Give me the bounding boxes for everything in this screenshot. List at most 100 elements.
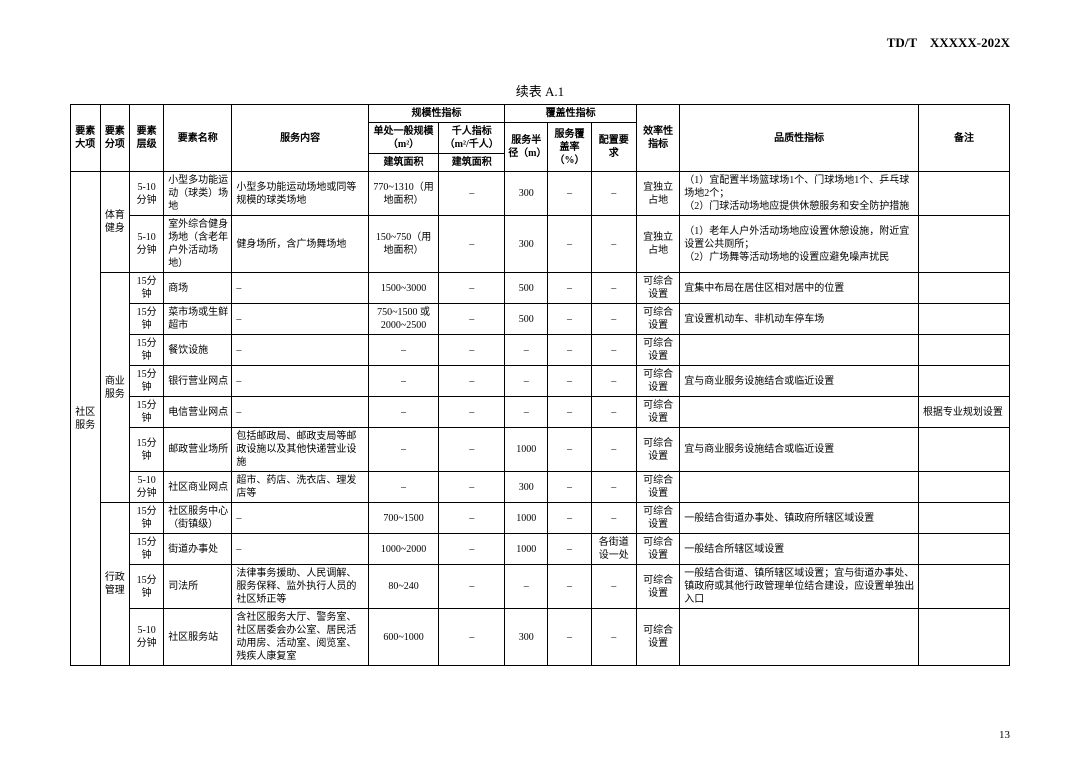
- note-cell: 根据专业规划设置: [918, 397, 1009, 428]
- table-row: 15分钟电信营业网点––––––可综合设置根据专业规划设置: [71, 397, 1010, 428]
- scale1-cell: –: [368, 397, 438, 428]
- scale2-cell: –: [439, 397, 505, 428]
- quality-cell: 宜设置机动车、非机动车停车场: [680, 304, 919, 335]
- table-row: 社区服务体育健身5-10分钟小型多功能运动（球类）场地小型多功能运动场地或同等规…: [71, 172, 1010, 216]
- doc-id: TD/T XXXXX-202X: [70, 32, 1010, 51]
- config-cell: –: [591, 366, 636, 397]
- note-cell: [918, 609, 1009, 666]
- radius-cell: 300: [505, 472, 548, 503]
- level-cell: 15分钟: [130, 335, 164, 366]
- name-cell: 街道办事处: [164, 534, 232, 565]
- table-row: 15分钟银行营业网点––––––可综合设置宜与商业服务设施结合或临近设置: [71, 366, 1010, 397]
- th-sub: 要素分项: [100, 105, 130, 172]
- content-cell: 法律事务援助、人民调解、服务保释、监外执行人员的社区矫正等: [232, 565, 368, 609]
- rate-cell: –: [548, 366, 591, 397]
- level-cell: 15分钟: [130, 397, 164, 428]
- scale1-cell: –: [368, 335, 438, 366]
- table-row: 15分钟餐饮设施––––––可综合设置: [71, 335, 1010, 366]
- rate-cell: –: [548, 304, 591, 335]
- rate-cell: –: [548, 534, 591, 565]
- name-cell: 社区商业网点: [164, 472, 232, 503]
- level-cell: 5-10分钟: [130, 172, 164, 216]
- sub-cell: 行政管理: [100, 503, 130, 666]
- scale1-cell: –: [368, 366, 438, 397]
- level-cell: 5-10分钟: [130, 472, 164, 503]
- content-cell: 超市、药店、洗衣店、理发店等: [232, 472, 368, 503]
- eff-cell: 宜独立占地: [637, 172, 680, 216]
- radius-cell: 300: [505, 172, 548, 216]
- quality-cell: 宜与商业服务设施结合或临近设置: [680, 428, 919, 472]
- content-cell: 包括邮政局、邮政支局等邮政设施以及其他快递营业设施: [232, 428, 368, 472]
- eff-cell: 可综合设置: [637, 534, 680, 565]
- scale1-cell: 770~1310（用地面积）: [368, 172, 438, 216]
- name-cell: 社区服务中心（街镇级）: [164, 503, 232, 534]
- th-content: 服务内容: [232, 105, 368, 172]
- note-cell: [918, 534, 1009, 565]
- note-cell: [918, 503, 1009, 534]
- config-cell: –: [591, 609, 636, 666]
- eff-cell: 可综合设置: [637, 472, 680, 503]
- level-cell: 5-10分钟: [130, 609, 164, 666]
- rate-cell: –: [548, 609, 591, 666]
- name-cell: 商场: [164, 273, 232, 304]
- scale2-cell: –: [439, 503, 505, 534]
- note-cell: [918, 472, 1009, 503]
- level-cell: 15分钟: [130, 503, 164, 534]
- eff-cell: 可综合设置: [637, 428, 680, 472]
- content-cell: –: [232, 335, 368, 366]
- quality-cell: 一般结合街道、镇所辖区域设置；宜与街道办事处、镇政府或其他行政管理单位结合建设，…: [680, 565, 919, 609]
- radius-cell: 300: [505, 216, 548, 273]
- quality-cell: [680, 335, 919, 366]
- radius-cell: 500: [505, 273, 548, 304]
- name-cell: 室外综合健身场地（含老年户外活动场地）: [164, 216, 232, 273]
- scale1-cell: 80~240: [368, 565, 438, 609]
- th-area2: 建筑面积: [439, 154, 505, 172]
- name-cell: 电信营业网点: [164, 397, 232, 428]
- th-major: 要素大项: [71, 105, 101, 172]
- eff-cell: 可综合设置: [637, 503, 680, 534]
- level-cell: 5-10分钟: [130, 216, 164, 273]
- table-row: 15分钟菜市场或生鲜超市–750~1500 或 2000~2500–500––可…: [71, 304, 1010, 335]
- scale1-cell: 1000~2000: [368, 534, 438, 565]
- content-cell: –: [232, 304, 368, 335]
- level-cell: 15分钟: [130, 273, 164, 304]
- th-config: 配置要求: [591, 123, 636, 172]
- eff-cell: 宜独立占地: [637, 216, 680, 273]
- content-cell: 健身场所，含广场舞场地: [232, 216, 368, 273]
- table-row: 15分钟司法所法律事务援助、人民调解、服务保释、监外执行人员的社区矫正等80~2…: [71, 565, 1010, 609]
- scale2-cell: –: [439, 273, 505, 304]
- table-row: 5-10分钟社区服务站含社区服务大厅、警务室、社区居委会办公室、居民活动用房、活…: [71, 609, 1010, 666]
- eff-cell: 可综合设置: [637, 397, 680, 428]
- quality-cell: （1）宜配置半场篮球场1个、门球场地1个、乒乓球场地2个； （2）门球活动场地应…: [680, 172, 919, 216]
- scale1-cell: 150~750（用地面积）: [368, 216, 438, 273]
- name-cell: 菜市场或生鲜超市: [164, 304, 232, 335]
- level-cell: 15分钟: [130, 366, 164, 397]
- scale2-cell: –: [439, 335, 505, 366]
- eff-cell: 可综合设置: [637, 273, 680, 304]
- level-cell: 15分钟: [130, 428, 164, 472]
- name-cell: 餐饮设施: [164, 335, 232, 366]
- rate-cell: –: [548, 565, 591, 609]
- scale2-cell: –: [439, 534, 505, 565]
- quality-cell: 宜与商业服务设施结合或临近设置: [680, 366, 919, 397]
- config-cell: –: [591, 273, 636, 304]
- rate-cell: –: [548, 216, 591, 273]
- radius-cell: 500: [505, 304, 548, 335]
- scale2-cell: –: [439, 428, 505, 472]
- th-area1: 建筑面积: [368, 154, 438, 172]
- table-row: 商业服务15分钟商场–1500~3000–500––可综合设置宜集中布局在居住区…: [71, 273, 1010, 304]
- table-row: 15分钟街道办事处–1000~2000–1000–各街道设一处可综合设置一般结合…: [71, 534, 1010, 565]
- scale2-cell: –: [439, 609, 505, 666]
- scale2-cell: –: [439, 472, 505, 503]
- eff-cell: 可综合设置: [637, 335, 680, 366]
- name-cell: 银行营业网点: [164, 366, 232, 397]
- table-row: 行政管理15分钟社区服务中心（街镇级）–700~1500–1000––可综合设置…: [71, 503, 1010, 534]
- content-cell: –: [232, 397, 368, 428]
- level-cell: 15分钟: [130, 534, 164, 565]
- rate-cell: –: [548, 397, 591, 428]
- page-number: 13: [999, 729, 1010, 741]
- quality-cell: 一般结合所辖区域设置: [680, 534, 919, 565]
- quality-cell: [680, 472, 919, 503]
- scale1-cell: 1500~3000: [368, 273, 438, 304]
- content-cell: 含社区服务大厅、警务室、社区居委会办公室、居民活动用房、活动室、阅览室、残疾人康…: [232, 609, 368, 666]
